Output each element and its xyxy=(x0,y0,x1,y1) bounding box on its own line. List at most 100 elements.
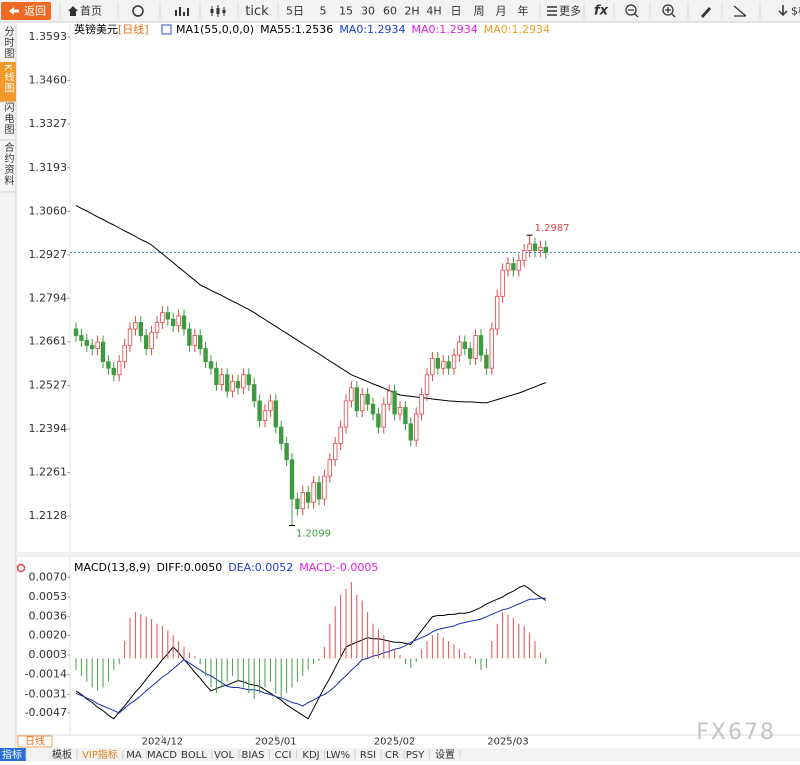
bottom-tab[interactable]: BIAS xyxy=(242,750,265,761)
bottom-tab[interactable]: RSI xyxy=(360,750,376,761)
candle-body xyxy=(328,460,332,476)
bottom-tab[interactable]: CCI xyxy=(275,750,292,761)
bottom-tab[interactable]: PSY xyxy=(406,750,425,761)
bottom-tab[interactable]: MACD xyxy=(147,750,177,761)
ma-legend: MA0:1.2934 xyxy=(339,23,405,36)
y-tick-label: 0.0036 xyxy=(29,610,68,623)
toolbar-bg xyxy=(0,0,800,22)
period-button[interactable]: 60 xyxy=(383,5,397,18)
bottom-tab[interactable]: MA xyxy=(126,750,142,761)
period-button[interactable]: tick xyxy=(245,4,269,19)
y-tick-label: 0.0053 xyxy=(29,590,68,603)
instrument-name: 英镑美元 xyxy=(74,22,118,36)
period-button[interactable]: 5 xyxy=(320,5,327,18)
period-button[interactable]: 周 xyxy=(474,5,485,18)
period-button[interactable]: 5日 xyxy=(286,5,304,18)
bottom-tab[interactable]: KDJ xyxy=(302,750,319,761)
period-button[interactable]: 日 xyxy=(451,5,462,18)
bottom-tab[interactable]: VIP指标 xyxy=(82,748,118,761)
more-label[interactable]: 更多 xyxy=(559,4,581,18)
y-tick-label: 0.0020 xyxy=(29,628,68,641)
candle-body xyxy=(161,313,165,323)
bottom-tab[interactable]: BOLL xyxy=(181,750,207,761)
candle-body xyxy=(285,443,289,459)
x-tick-label: 2024/12 xyxy=(142,737,184,748)
candle-body xyxy=(101,342,105,362)
candle-body xyxy=(539,247,543,250)
ma-legend: MA0:1.2934 xyxy=(484,23,550,36)
period-button[interactable]: 2H xyxy=(404,5,419,18)
candle-body xyxy=(479,336,483,356)
macd-legend: MACD:-0.0005 xyxy=(299,561,378,574)
candle-body xyxy=(360,394,364,410)
bottom-tab[interactable]: 模板 xyxy=(52,748,72,761)
candle-body xyxy=(74,329,78,336)
period-button[interactable]: 15 xyxy=(339,5,353,18)
period-button[interactable]: 4H xyxy=(426,5,441,18)
bottom-tab[interactable]: LW% xyxy=(326,750,350,761)
candle-body xyxy=(528,244,532,251)
candle-body xyxy=(290,460,294,499)
fx-icon[interactable]: fx xyxy=(594,4,609,19)
candle-body xyxy=(533,244,537,251)
period-button[interactable]: 30 xyxy=(361,5,375,18)
y-tick-label: 0.0070 xyxy=(29,570,68,583)
macd-legend: MACD(13,8,9) xyxy=(74,561,151,574)
candle-body xyxy=(522,251,526,261)
bottom-tab[interactable]: 指标 xyxy=(2,748,22,761)
candle-body xyxy=(506,264,510,271)
candle-body xyxy=(398,407,402,414)
back-label[interactable]: 返回 xyxy=(24,5,46,18)
candle-body xyxy=(312,483,316,503)
panel-separator xyxy=(16,552,800,557)
bottom-tab[interactable]: CR xyxy=(385,750,399,761)
candle-body xyxy=(128,329,132,345)
candle-body xyxy=(177,316,181,326)
period-label[interactable]: 日线 xyxy=(25,735,45,748)
candle-body xyxy=(404,407,408,423)
macd-legend: DIFF:0.0050 xyxy=(157,561,223,574)
candle-body xyxy=(134,322,138,329)
bottom-tab[interactable]: 设置 xyxy=(435,749,455,761)
sidebar-tab[interactable]: 合约资料 xyxy=(2,141,14,186)
candle-body xyxy=(474,336,478,359)
sidebar-tab[interactable]: 分时图 xyxy=(2,26,14,59)
candle-body xyxy=(242,375,246,388)
candle-body xyxy=(182,316,186,329)
sim-label[interactable]: $模拟 xyxy=(791,4,800,18)
candle-body xyxy=(96,342,100,349)
bottom-tab[interactable]: VOL xyxy=(214,750,235,761)
candle-body xyxy=(441,362,445,369)
y-tick-label: 1.2794 xyxy=(29,291,68,304)
macd-legend: DEA:0.0052 xyxy=(228,561,293,574)
bottom-bar: 指标 模板 VIP指标 MA MACD BOLL VOL BIAS CCI KDJ LW% RSI CR… xyxy=(0,748,800,761)
y-tick-label: 1.2261 xyxy=(29,466,68,479)
x-tick-label: 2025/03 xyxy=(487,737,529,748)
period-button[interactable]: 年 xyxy=(518,4,529,18)
y-tick-label: 1.3593 xyxy=(29,30,68,43)
sidebar-tab[interactable]: K线图 xyxy=(2,64,14,94)
home-label[interactable]: 首页 xyxy=(80,4,102,18)
candle-body xyxy=(80,336,84,341)
candle-body xyxy=(490,329,494,368)
period-button[interactable]: 月 xyxy=(496,5,507,18)
candle-body xyxy=(139,322,143,335)
candle-body xyxy=(117,362,121,375)
candle-body xyxy=(317,483,321,499)
bottom-bar-bg xyxy=(0,748,800,761)
y-tick-label: -0.0014 xyxy=(25,668,67,681)
y-tick-label: 1.2927 xyxy=(29,248,68,261)
sidebar-tab[interactable]: 闪电图 xyxy=(2,101,14,135)
candle-body xyxy=(155,322,159,332)
high-label: 1.2987 xyxy=(535,223,570,234)
candle-body xyxy=(463,342,467,349)
candle-body xyxy=(306,492,310,502)
candle-body xyxy=(296,499,300,509)
y-tick-label: 1.3327 xyxy=(29,117,68,130)
candle-body xyxy=(495,296,499,329)
low-label: 1.2099 xyxy=(296,528,331,539)
candle-body xyxy=(225,375,229,391)
candle-body xyxy=(193,336,197,346)
